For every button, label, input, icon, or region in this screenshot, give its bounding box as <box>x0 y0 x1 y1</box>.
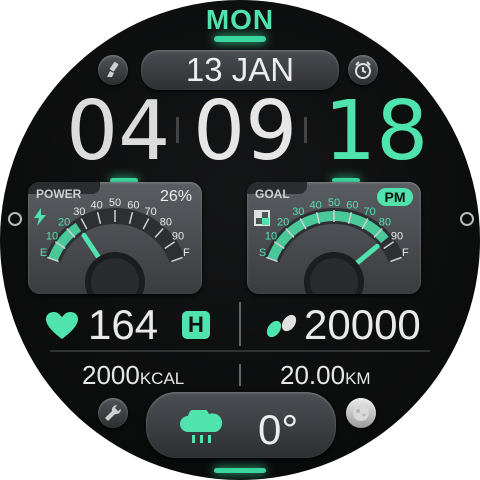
power-glow-bar <box>110 178 138 183</box>
theme-button[interactable] <box>98 55 128 85</box>
goal-label-tab <box>247 182 307 194</box>
power-tick-label: 40 <box>90 199 102 211</box>
distance-readout[interactable]: 20.00KM <box>280 360 371 394</box>
goal-tick-label: 60 <box>346 199 358 211</box>
power-label-tab <box>28 182 100 194</box>
right-side-indicator <box>460 212 474 226</box>
distance-unit: KM <box>345 369 371 388</box>
goal-tick-label: S <box>259 247 266 259</box>
hours-display: 04 <box>66 84 171 179</box>
power-fill-arc <box>48 222 82 262</box>
goal-tick-label: 90 <box>391 231 403 243</box>
heart-rate-value[interactable]: 164 <box>88 301 159 348</box>
goal-tick-label: 30 <box>292 206 304 218</box>
goal-tick <box>347 211 353 224</box>
brush-icon <box>107 61 119 77</box>
calories-readout[interactable]: 2000KCAL <box>82 360 184 394</box>
steps-value[interactable]: 20000 <box>304 301 421 348</box>
goal-hub-cap <box>310 258 358 294</box>
goal-tick-label: 70 <box>364 206 376 218</box>
weather-pill[interactable] <box>146 392 336 458</box>
heart-icon <box>46 312 78 339</box>
power-tick <box>80 218 88 230</box>
stats-divider <box>239 302 241 346</box>
power-tick <box>47 256 59 263</box>
goal-tick <box>383 241 395 250</box>
power-tick-label: 90 <box>172 231 184 243</box>
calories-unit: KCAL <box>139 369 185 388</box>
alarm-button[interactable] <box>348 55 378 85</box>
heart-rate-badge: H <box>182 311 210 339</box>
goal-tick <box>315 211 321 224</box>
time-separator <box>304 117 307 143</box>
goal-tick-label: 80 <box>379 217 391 229</box>
goal-tick-label: 50 <box>328 197 340 209</box>
power-tick-label: 30 <box>73 206 85 218</box>
power-tick-label: 20 <box>58 217 70 229</box>
goal-gauge-panel[interactable]: GOAL PM S 10 20 30 40 50 60 70 80 90 F <box>247 182 421 294</box>
distance-value: 20.00 <box>280 360 346 390</box>
moon-phase-button[interactable] <box>346 398 376 428</box>
power-tick-label: 50 <box>109 197 121 209</box>
cloud-rain-icon <box>180 410 223 443</box>
day-glow-bar <box>214 36 266 42</box>
power-gauge-panel[interactable]: POWER 26% E 10 20 30 40 50 60 70 80 90 F <box>28 182 202 294</box>
footsteps-icon <box>266 314 297 338</box>
bottom-glow-bar <box>214 468 266 473</box>
power-tick-label: E <box>40 247 47 259</box>
goal-tick <box>299 218 307 230</box>
power-tick <box>66 227 76 238</box>
power-percent: 26% <box>159 188 192 205</box>
goal-tick <box>273 241 285 250</box>
power-tick <box>164 241 176 250</box>
goal-label: GOAL <box>255 187 290 201</box>
minutes-display: 09 <box>193 84 298 179</box>
wrench-icon <box>105 404 122 421</box>
power-tick <box>171 256 183 263</box>
day-of-week: MON <box>205 4 275 35</box>
goal-glow-bar <box>332 178 360 183</box>
goal-tick-label: 40 <box>309 199 321 211</box>
power-tick-label: 70 <box>145 206 157 218</box>
power-label: POWER <box>36 187 82 201</box>
temperature-value: 0° <box>258 406 299 453</box>
lightning-icon <box>34 208 46 226</box>
ampm-badge: PM <box>377 188 413 206</box>
date-pill[interactable]: 13 JAN <box>141 50 339 90</box>
alarm-clock-icon <box>355 61 371 79</box>
power-tick <box>128 211 134 224</box>
moon-icon <box>353 405 369 421</box>
power-tick-label: 80 <box>160 217 172 229</box>
row-divider <box>50 350 430 352</box>
under-divider <box>239 364 241 386</box>
power-tick <box>54 241 66 250</box>
goal-tick-label: 10 <box>265 231 277 243</box>
power-tick-label: 10 <box>46 231 58 243</box>
goal-fill-arc <box>267 211 389 262</box>
goal-tick <box>390 256 402 263</box>
power-tick <box>96 211 102 224</box>
goal-flag-icon <box>254 210 270 226</box>
goal-tick <box>373 227 383 238</box>
calories-value: 2000 <box>82 360 140 390</box>
goal-tick-label: F <box>402 247 409 259</box>
power-tick-label: F <box>183 247 190 259</box>
power-tick <box>142 218 150 230</box>
left-side-indicator <box>8 212 22 226</box>
power-tick <box>154 227 164 238</box>
settings-button[interactable] <box>98 398 128 428</box>
time-separator <box>176 117 179 143</box>
power-hub-cap <box>91 258 139 294</box>
goal-tick-label: 20 <box>277 217 289 229</box>
goal-tick <box>266 256 278 263</box>
goal-tick <box>361 218 369 230</box>
seconds-display: 18 <box>324 84 429 179</box>
goal-tick <box>285 227 295 238</box>
power-tick-label: 60 <box>127 199 139 211</box>
